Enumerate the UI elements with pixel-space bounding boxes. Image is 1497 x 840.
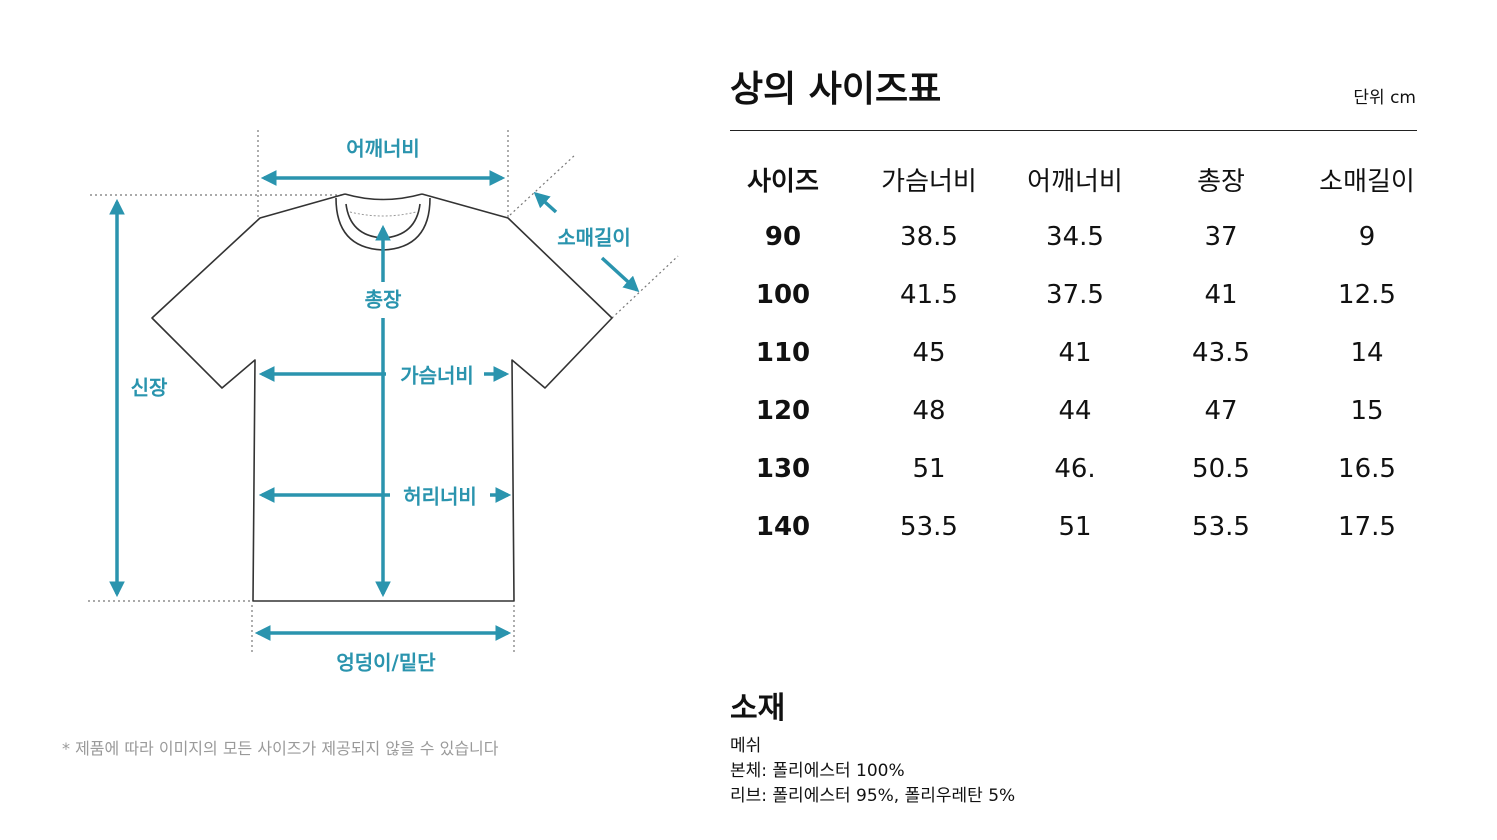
cell-total-length: 43.5 bbox=[1192, 338, 1250, 368]
cell-size: 140 bbox=[755, 512, 811, 542]
size-table: 사이즈 가슴너비 어깨너비 총장 소매길이 90 38.5 34.5 37 9 … bbox=[710, 150, 1440, 556]
material-line: 본체: 폴리에스터 100% bbox=[730, 761, 905, 781]
header-size: 사이즈 bbox=[747, 166, 819, 197]
material-line: 리브: 폴리에스터 95%, 폴리우레탄 5% bbox=[730, 786, 1016, 806]
cell-total-length: 41 bbox=[1204, 280, 1238, 310]
cell-shoulder: 51 bbox=[1058, 512, 1092, 542]
shoulder-label: 어깨너비 bbox=[343, 132, 423, 162]
cell-sleeve: 12.5 bbox=[1338, 280, 1396, 310]
table-row: 110 45 41 43.5 14 bbox=[710, 324, 1440, 382]
table-row: 120 48 44 47 15 bbox=[710, 382, 1440, 440]
table-header-row: 사이즈 가슴너비 어깨너비 총장 소매길이 bbox=[710, 150, 1440, 208]
cell-chest: 48 bbox=[912, 396, 946, 426]
material-list: 메쉬 본체: 폴리에스터 100% 리브: 폴리에스터 95%, 폴리우레탄 5… bbox=[730, 734, 1015, 809]
table-row: 140 53.5 51 53.5 17.5 bbox=[710, 498, 1440, 556]
total-length-label: 총장 bbox=[361, 283, 405, 313]
header-sleeve: 소매길이 bbox=[1319, 166, 1415, 197]
material-title: 소재 bbox=[730, 691, 786, 726]
cell-chest: 51 bbox=[912, 454, 946, 484]
cell-size: 110 bbox=[755, 338, 811, 368]
cell-sleeve: 16.5 bbox=[1338, 454, 1396, 484]
cell-chest: 38.5 bbox=[900, 222, 958, 252]
cell-chest: 53.5 bbox=[900, 512, 958, 542]
cell-total-length: 53.5 bbox=[1192, 512, 1250, 542]
table-row: 90 38.5 34.5 37 9 bbox=[710, 208, 1440, 266]
tshirt-measurement-diagram: 어깨너비 소매길이 총장 신장 가슴너비 허리너비 엉덩이/밑단 bbox=[0, 0, 700, 836]
chest-label: 가슴너비 bbox=[397, 359, 477, 389]
material-line: 메쉬 bbox=[730, 736, 762, 756]
cell-size: 90 bbox=[764, 222, 802, 252]
cell-total-length: 47 bbox=[1204, 396, 1238, 426]
cell-size: 120 bbox=[755, 396, 811, 426]
height-label: 신장 bbox=[127, 371, 171, 401]
tshirt-outline bbox=[88, 130, 679, 655]
title-divider bbox=[730, 130, 1417, 131]
cell-sleeve: 14 bbox=[1350, 338, 1384, 368]
cell-sleeve: 9 bbox=[1358, 222, 1376, 252]
cell-sleeve: 17.5 bbox=[1338, 512, 1396, 542]
cell-shoulder: 34.5 bbox=[1046, 222, 1104, 252]
cell-chest: 41.5 bbox=[900, 280, 958, 310]
cell-size: 100 bbox=[755, 280, 811, 310]
cell-chest: 45 bbox=[912, 338, 946, 368]
cell-shoulder: 44 bbox=[1058, 396, 1092, 426]
hem-label: 엉덩이/밑단 bbox=[333, 646, 439, 676]
header-total-length: 총장 bbox=[1197, 166, 1245, 197]
cell-shoulder: 37.5 bbox=[1046, 280, 1104, 310]
page-title: 상의 사이즈표 bbox=[730, 69, 942, 110]
unit-label: 단위 cm bbox=[1353, 88, 1416, 108]
cell-shoulder: 41 bbox=[1058, 338, 1092, 368]
cell-shoulder: 46. bbox=[1054, 454, 1096, 484]
table-row: 100 41.5 37.5 41 12.5 bbox=[710, 266, 1440, 324]
cell-total-length: 37 bbox=[1204, 222, 1238, 252]
cell-total-length: 50.5 bbox=[1192, 454, 1250, 484]
sleeve-label: 소매길이 bbox=[554, 221, 634, 251]
disclaimer-note: * 제품에 따라 이미지의 모든 사이즈가 제공되지 않을 수 있습니다 bbox=[62, 739, 499, 758]
header-shoulder: 어깨너비 bbox=[1027, 166, 1123, 197]
cell-size: 130 bbox=[755, 454, 811, 484]
cell-sleeve: 15 bbox=[1350, 396, 1384, 426]
header-chest: 가슴너비 bbox=[881, 166, 977, 197]
table-row: 130 51 46. 50.5 16.5 bbox=[710, 440, 1440, 498]
waist-label: 허리너비 bbox=[400, 480, 480, 510]
